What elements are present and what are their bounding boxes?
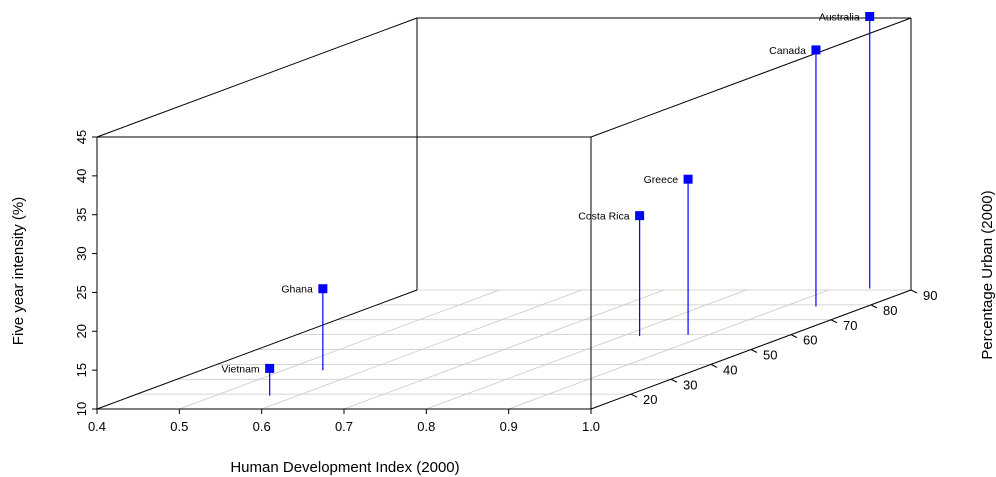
y-tick bbox=[910, 289, 918, 294]
plot-box bbox=[96, 17, 912, 410]
x-tick-label: 0.5 bbox=[170, 419, 188, 434]
data-point-marker bbox=[865, 12, 875, 22]
x-tick-label: 1.0 bbox=[582, 419, 600, 434]
y-tick bbox=[790, 334, 798, 339]
data-point-marker bbox=[265, 363, 275, 373]
data-point-marker bbox=[811, 45, 821, 55]
y-tick bbox=[750, 349, 758, 353]
y-tick-label: 80 bbox=[883, 303, 897, 318]
data-points: Vietnam Ghana Costa Rica Greece Canada Austra… bbox=[221, 12, 875, 396]
box-edge bbox=[96, 289, 418, 410]
y-tick bbox=[670, 378, 678, 383]
data-point-label: Canada bbox=[769, 45, 806, 57]
floor-grid bbox=[96, 289, 912, 410]
y-tick bbox=[870, 304, 878, 309]
x-axis-label: Human Development Index (2000) bbox=[230, 459, 459, 476]
z-tick-label: 40 bbox=[74, 169, 89, 183]
z-tick-label: 45 bbox=[74, 130, 89, 144]
x-tick-label: 0.4 bbox=[88, 419, 106, 434]
axis-ticks: 0.4 0.5 0.6 0.7 0.8 0.9 1.0 10 15 20 25 30 35 40 45 20 3… bbox=[74, 130, 937, 434]
data-point-label: Greece bbox=[644, 174, 679, 186]
data-point-marker bbox=[318, 284, 328, 294]
z-tick-label: 10 bbox=[74, 402, 89, 416]
z-tick-label: 25 bbox=[74, 285, 89, 299]
y-tick-label: 70 bbox=[843, 318, 857, 333]
y-tick-label: 20 bbox=[643, 392, 657, 407]
z-axis-label: Five year intensity (%) bbox=[10, 197, 27, 345]
z-tick-label: 30 bbox=[74, 246, 89, 260]
y-tick bbox=[710, 363, 718, 368]
data-point-label: Vietnam bbox=[221, 363, 260, 375]
z-tick-label: 35 bbox=[74, 207, 89, 221]
x-tick-label: 0.7 bbox=[335, 419, 353, 434]
data-point-marker bbox=[683, 174, 693, 184]
z-tick-label: 20 bbox=[74, 324, 89, 338]
data-point-label: Costa Rica bbox=[578, 211, 630, 223]
y-tick bbox=[830, 319, 838, 324]
data-point-marker bbox=[635, 211, 645, 221]
y-tick bbox=[630, 393, 638, 398]
data-point-label: Australia bbox=[819, 12, 860, 24]
y-tick-label: 90 bbox=[923, 288, 937, 303]
x-tick-label: 0.6 bbox=[253, 419, 271, 434]
y-tick-label: 40 bbox=[723, 362, 737, 377]
box-edge bbox=[96, 17, 418, 138]
box-edge bbox=[590, 17, 912, 138]
y-tick-label: 30 bbox=[683, 377, 697, 392]
x-tick-label: 0.8 bbox=[417, 419, 435, 434]
data-point-label: Ghana bbox=[281, 284, 313, 296]
x-tick-label: 0.9 bbox=[500, 419, 518, 434]
y-axis-label: Percentage Urban (2000) bbox=[979, 190, 996, 359]
y-tick-label: 60 bbox=[803, 333, 817, 348]
y-tick-label: 50 bbox=[763, 348, 777, 363]
z-tick-label: 15 bbox=[74, 363, 89, 377]
